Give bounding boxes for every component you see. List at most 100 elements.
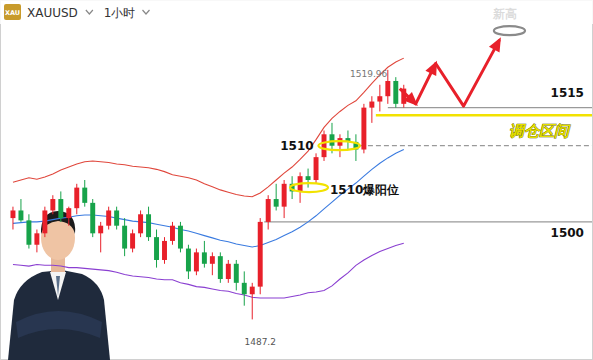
candle	[178, 222, 183, 252]
presenter-arms	[16, 311, 102, 338]
presenter-tie	[56, 276, 60, 296]
candle-body	[393, 81, 398, 104]
candle-body	[258, 222, 263, 287]
candle-body	[66, 208, 71, 218]
candle-body	[282, 184, 287, 207]
candle	[337, 134, 342, 157]
arrow-head	[489, 37, 501, 52]
candle	[154, 230, 159, 268]
candle-body	[194, 252, 199, 271]
candle-body	[226, 264, 231, 279]
band-line	[13, 243, 404, 298]
symbol-icon-label: XAU	[5, 9, 20, 17]
band-line	[13, 58, 404, 197]
candle	[18, 199, 23, 222]
candle	[74, 184, 79, 214]
title[interactable]: XAUUSD	[27, 6, 78, 20]
candle	[10, 207, 15, 230]
plot-area	[10, 26, 592, 319]
candle-body	[138, 214, 143, 233]
candle-body	[34, 233, 39, 244]
candle	[130, 230, 135, 253]
candle-body	[18, 210, 23, 220]
annotation: 1500	[551, 226, 584, 240]
candle	[34, 230, 39, 253]
annotation: 1510	[280, 139, 313, 153]
candle	[361, 104, 366, 154]
candle-body	[314, 157, 319, 180]
candle-body	[361, 108, 366, 150]
candle-body	[162, 241, 167, 260]
highlight-ellipse	[290, 183, 328, 192]
arrow-head	[425, 61, 437, 76]
candle	[377, 85, 382, 112]
annotation: 1519.96	[350, 69, 387, 79]
candle-body	[154, 237, 159, 260]
candle-body	[218, 256, 223, 279]
symbol-icon	[4, 4, 21, 20]
plot-frame	[1, 1, 593, 360]
candle	[258, 218, 263, 294]
candle	[274, 184, 279, 211]
candle-body	[82, 188, 87, 203]
candle	[122, 218, 127, 256]
candle-body	[186, 249, 191, 272]
candle	[114, 207, 119, 230]
arrow-head	[404, 92, 418, 106]
annotation: 1487.2	[244, 337, 276, 347]
candle	[202, 241, 207, 268]
projection-path	[400, 40, 500, 106]
chart: 1519.961487.215101510爆阳位1515调仓区间1500新高XA…	[0, 0, 593, 360]
presenter-shirt	[50, 272, 66, 300]
candle-body	[266, 199, 271, 222]
header-bg	[0, 0, 593, 24]
candle-body	[322, 134, 327, 157]
level-line	[376, 114, 592, 117]
candle	[58, 191, 63, 221]
candle	[242, 271, 247, 305]
candle	[162, 237, 167, 264]
candle-body	[250, 287, 255, 295]
candle	[393, 77, 398, 107]
candle	[186, 245, 191, 279]
dropdown-chevron[interactable]	[143, 10, 150, 14]
candle-body	[10, 210, 15, 218]
subtitle[interactable]: 1小时	[104, 6, 136, 20]
level-line	[360, 145, 592, 146]
candle-body	[377, 96, 382, 101]
band-line	[13, 150, 404, 247]
candle-body	[122, 226, 127, 249]
candle-body	[170, 226, 175, 241]
candle	[82, 180, 87, 207]
highlight-ellipse	[494, 26, 525, 35]
candle-wick	[12, 207, 13, 230]
presenter-suit	[8, 270, 110, 360]
candle-body	[146, 214, 151, 237]
candle-body	[90, 203, 95, 233]
candle	[26, 214, 31, 248]
candle-body	[98, 226, 103, 234]
candle	[66, 207, 71, 226]
candle-body	[369, 102, 374, 108]
candle-body	[106, 210, 111, 225]
candle-body	[306, 176, 311, 180]
candle	[298, 172, 303, 202]
candle	[322, 130, 327, 160]
highlight-ellipse	[318, 141, 359, 150]
candle-body	[114, 210, 119, 225]
candle	[234, 260, 239, 290]
candle	[170, 222, 175, 245]
candle-body	[26, 220, 31, 244]
candle-body	[274, 199, 279, 207]
candle-body	[330, 134, 335, 145]
level-line	[264, 221, 592, 222]
candle	[210, 252, 215, 275]
candle	[90, 199, 95, 237]
candle	[146, 207, 151, 241]
level-line	[388, 107, 592, 108]
candle-body	[130, 233, 135, 248]
candle-body	[42, 210, 47, 233]
candle	[266, 195, 271, 229]
dropdown-chevron[interactable]	[86, 10, 93, 14]
candle-body	[178, 226, 183, 249]
